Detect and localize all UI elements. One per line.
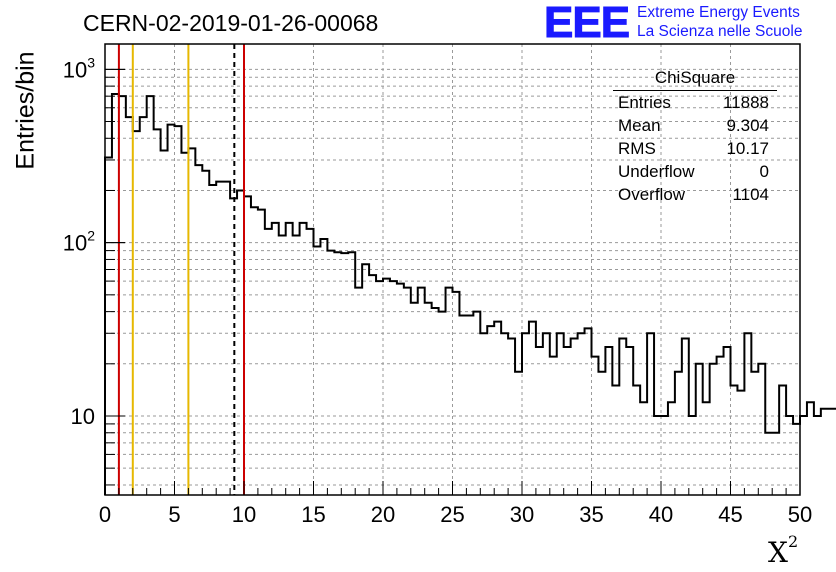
- y-tick-label: 102: [63, 228, 95, 256]
- stats-label: Overflow: [618, 185, 686, 204]
- stats-row: RMS 10.17: [611, 137, 777, 160]
- stats-label: Underflow: [618, 162, 695, 181]
- x-tick-label: 25: [440, 502, 464, 527]
- stats-label: Entries: [618, 93, 671, 112]
- y-axis-label: Entries/bin: [11, 51, 40, 170]
- stats-label: RMS: [618, 139, 656, 158]
- stats-row: Mean 9.304: [611, 114, 777, 137]
- x-tick-label: 35: [579, 502, 603, 527]
- x-tick-label: 30: [510, 502, 534, 527]
- stats-label: Mean: [618, 116, 661, 135]
- stats-box: ChiSquare Entries 11888 Mean 9.304 RMS 10.1…: [611, 66, 777, 206]
- y-tick-label: 103: [63, 54, 95, 82]
- eee-logo-text: Extreme Energy Events La Scienza nelle S…: [637, 3, 802, 41]
- x-tick-label: 15: [301, 502, 325, 527]
- y-tick-label: 10: [71, 404, 95, 429]
- x-tick-label: 40: [649, 502, 673, 527]
- stats-value: 10.17: [726, 139, 769, 158]
- stats-value: 11888: [722, 93, 769, 112]
- histogram-series: [104, 93, 836, 495]
- x-tick-label: 0: [99, 502, 111, 527]
- logo-line-2: La Scienza nelle Scuole: [637, 23, 803, 40]
- eee-logo: EEE: [543, 0, 630, 47]
- stats-value: 1104: [732, 185, 769, 204]
- logo-line-1: Extreme Energy Events: [637, 4, 800, 21]
- x-tick-label: 10: [232, 502, 256, 527]
- stats-value: 9.304: [726, 116, 769, 135]
- x-tick-label: 20: [371, 502, 395, 527]
- x-tick-label: 50: [788, 502, 812, 527]
- stats-row: Underflow 0: [611, 160, 777, 183]
- x-axis-label-sup: 2: [787, 532, 799, 551]
- stats-title: ChiSquare: [613, 66, 777, 91]
- x-tick-label: 5: [168, 502, 180, 527]
- x-axis-label: X2: [768, 532, 798, 569]
- chart-title: CERN-02-2019-01-26-00068: [83, 10, 379, 36]
- x-tick-label: 45: [718, 502, 742, 527]
- stats-row: Entries 11888: [611, 91, 777, 114]
- x-axis-label-base: X: [768, 536, 788, 569]
- stats-row: Overflow 1104: [611, 183, 777, 206]
- stats-value: 0: [759, 162, 769, 181]
